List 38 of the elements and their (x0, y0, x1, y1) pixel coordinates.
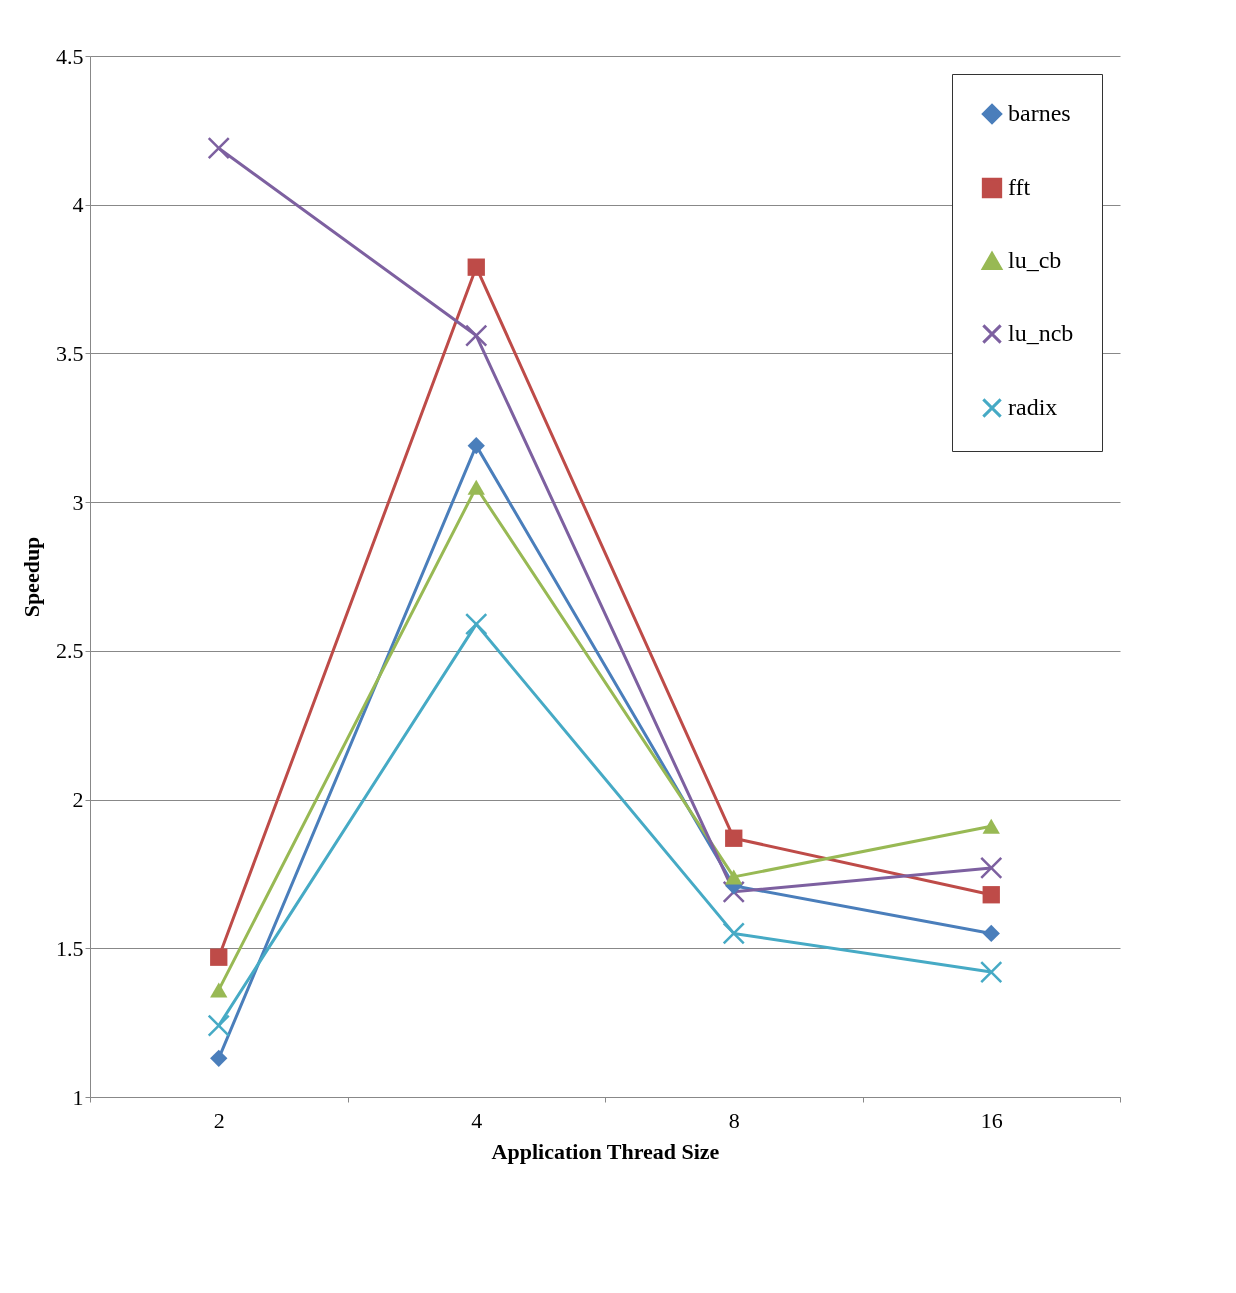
legend-label: barnes (1008, 100, 1071, 126)
point (725, 829, 743, 847)
legend-label: lu_cb (1008, 247, 1062, 273)
point (210, 948, 228, 966)
point (210, 1049, 228, 1067)
legend-label: radix (1008, 394, 1058, 420)
point (982, 924, 1000, 943)
y-tick-label: 3 (72, 489, 84, 515)
y-tick-label: 2.5 (56, 638, 84, 664)
y-tick-label: 4 (72, 192, 84, 218)
point (722, 922, 745, 945)
y-tick-label: 2 (72, 787, 84, 813)
point (467, 436, 485, 455)
x-tick-label: 2 (213, 1107, 225, 1133)
x-tick-label: 4 (471, 1107, 483, 1133)
point (207, 1014, 230, 1037)
x-axis-title: Application Thread Size (491, 1138, 720, 1164)
point (980, 856, 1003, 880)
point (982, 886, 1000, 904)
point (465, 324, 488, 347)
point (982, 818, 1000, 834)
y-tick-label: 3.5 (56, 340, 84, 366)
y-axis-title: Speedup (19, 536, 44, 618)
point (465, 612, 488, 636)
point (467, 479, 485, 495)
x-tick-label: 16 (980, 1107, 1003, 1133)
legend-label: lu_ncb (1008, 320, 1074, 346)
point (210, 982, 228, 998)
legend-label: fft (1008, 174, 1031, 200)
y-tick-label: 1 (72, 1084, 84, 1110)
point (722, 880, 745, 904)
point (207, 136, 230, 160)
x-tick-label: 8 (728, 1107, 740, 1133)
y-tick-label: 4.5 (56, 43, 84, 69)
point (725, 869, 743, 885)
y-tick-label: 1.5 (56, 935, 84, 961)
point (467, 258, 485, 276)
point (980, 960, 1003, 984)
